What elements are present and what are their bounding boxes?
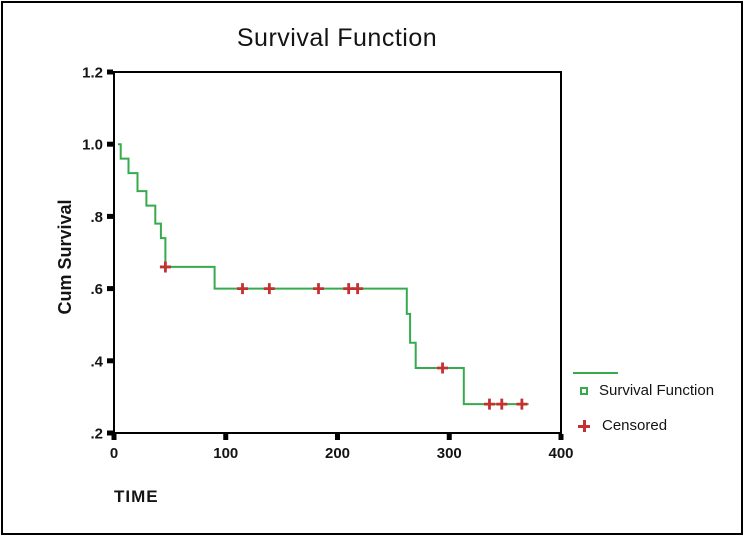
x-tick — [335, 434, 340, 440]
y-tick-label: .6 — [90, 281, 103, 298]
plot-frame — [113, 71, 562, 434]
y-tick — [107, 69, 113, 75]
chart-title: Survival Function — [236, 24, 438, 52]
x-tick-label: 100 — [213, 445, 238, 462]
x-tick-label: 400 — [548, 445, 573, 462]
y-tick — [107, 430, 113, 436]
legend-entry-censored: Censored — [570, 417, 667, 434]
censored-marker-icon — [577, 419, 591, 433]
survival-curve — [117, 143, 529, 406]
y-tick — [107, 141, 113, 147]
x-axis-tick-labels: 0 100 200 300 400 — [110, 445, 574, 462]
censored-marker — [237, 283, 249, 295]
censored-marker — [483, 398, 495, 410]
y-axis-ticks — [107, 69, 113, 436]
y-tick-label: .4 — [90, 353, 103, 370]
censored-marker — [516, 398, 528, 410]
axes-frame — [113, 71, 562, 434]
x-tick — [111, 434, 117, 440]
x-axis-label: TIME — [114, 487, 159, 506]
y-tick — [107, 358, 113, 364]
censored-marker — [352, 283, 364, 295]
censored-marker — [159, 261, 171, 273]
x-tick-label: 300 — [437, 445, 462, 462]
y-tick-label: .2 — [90, 426, 103, 443]
x-tick — [558, 434, 564, 440]
censored-marker — [496, 398, 508, 410]
y-tick — [107, 286, 113, 292]
y-axis-label: Cum Survival — [55, 199, 75, 315]
y-tick-label: 1.2 — [82, 65, 103, 82]
survival-step-line — [117, 143, 529, 406]
y-tick-label: .8 — [90, 209, 103, 226]
x-tick-label: 0 — [110, 445, 118, 462]
y-axis-tick-labels: 1.2 1.0 .8 .6 .4 .2 — [82, 65, 104, 443]
y-tick-label: 1.0 — [82, 137, 103, 154]
y-tick — [107, 213, 113, 219]
legend-line-sample — [573, 372, 618, 374]
x-tick-label: 200 — [325, 445, 350, 462]
legend-entry-survival: Survival Function — [570, 382, 714, 399]
censored-marker — [313, 283, 325, 295]
censored-marker — [263, 283, 275, 295]
censored-marker — [437, 362, 449, 374]
x-axis-ticks — [111, 434, 564, 440]
x-tick — [446, 434, 452, 440]
survival-marker-icon — [580, 386, 588, 395]
censored-markers — [159, 261, 528, 410]
legend-label-survival: Survival Function — [599, 382, 715, 399]
x-tick — [223, 434, 229, 440]
legend-label-censored: Censored — [602, 417, 668, 434]
